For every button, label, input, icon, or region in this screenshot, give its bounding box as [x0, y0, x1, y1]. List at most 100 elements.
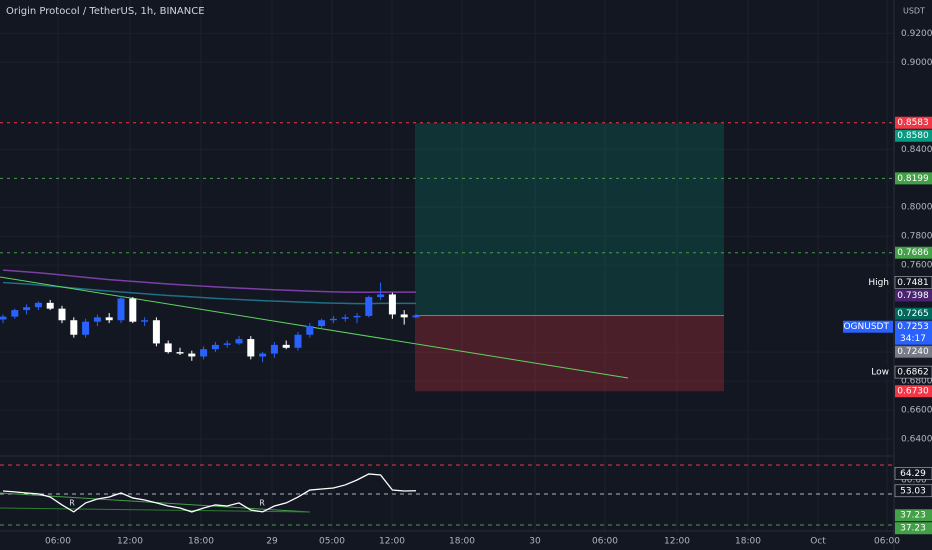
tag-name: Low	[871, 368, 889, 378]
x-tick-label: 06:00	[874, 537, 900, 547]
candle-body	[129, 298, 137, 322]
price-tag	[894, 276, 932, 289]
candle-body	[400, 314, 408, 318]
candle-body	[70, 320, 78, 335]
rsi-tick-label: 60.00	[901, 475, 927, 485]
candle-body	[0, 316, 7, 320]
price-tag-label: 64.29	[900, 469, 926, 479]
candle-body	[152, 320, 160, 344]
candle-body	[318, 320, 326, 327]
divergence-label: R	[259, 499, 265, 508]
candle-body	[11, 310, 19, 317]
price-tag-label: 0.8583	[897, 118, 929, 128]
price-tag-label: 0.7686	[897, 248, 929, 258]
x-tick-label: 05:00	[319, 537, 345, 547]
candle-body	[223, 343, 231, 345]
divergence-label: R	[69, 499, 75, 508]
price-tag	[895, 522, 932, 535]
price-tag-label: 0.7253	[897, 322, 929, 332]
x-tick-label: 18:00	[449, 537, 475, 547]
price-tag-label: 0.7265	[897, 309, 929, 319]
price-tag	[895, 345, 932, 358]
candle-body	[353, 315, 361, 318]
price-tag	[895, 385, 932, 398]
x-tick-label: 06:00	[592, 537, 618, 547]
currency-label: USDT	[903, 7, 925, 16]
candle-body	[141, 320, 149, 322]
moving-average	[2, 281, 416, 305]
candle-body	[412, 315, 420, 318]
x-tick-label: 29	[266, 537, 278, 547]
price-axis	[894, 0, 932, 550]
price-tag	[895, 289, 932, 302]
x-tick-label: 06:00	[45, 537, 71, 547]
candle-body	[188, 353, 196, 357]
trend-line	[0, 276, 629, 379]
candle-body	[294, 334, 302, 348]
price-tag-label: 0.8580	[897, 131, 929, 141]
candle-body	[46, 302, 54, 309]
x-tick-label: 30	[529, 537, 541, 547]
candle-body	[211, 344, 219, 350]
price-tag	[895, 116, 932, 129]
candle-body	[329, 318, 337, 321]
price-tag	[895, 172, 932, 185]
candle-body	[259, 353, 267, 357]
candle-body	[105, 317, 113, 321]
y-tick-label: 0.8000	[901, 203, 932, 213]
price-tag	[895, 320, 932, 345]
candle-body	[200, 349, 208, 357]
candle-body	[176, 352, 184, 354]
price-tag-label: 0.6730	[897, 387, 929, 397]
price-tag-label: 0.8199	[897, 174, 929, 184]
candle-body	[341, 317, 349, 319]
candle-body	[58, 308, 66, 321]
price-tag-label: 53.03	[900, 486, 926, 496]
price-tag	[895, 509, 932, 522]
candle-body	[377, 294, 385, 298]
profit-zone	[415, 123, 724, 316]
candle-body	[247, 339, 255, 357]
tag-name: High	[868, 278, 889, 288]
countdown: 34:17	[900, 334, 926, 344]
y-tick-label: 0.6600	[901, 406, 932, 416]
candle-body	[23, 307, 31, 311]
candle-body	[117, 298, 125, 321]
y-tick-label: 0.9000	[901, 58, 932, 68]
tag-name-box	[867, 366, 893, 379]
tag-name-box	[861, 276, 893, 289]
price-tag-label: 0.7481	[897, 278, 929, 288]
y-tick-label: 0.6400	[901, 435, 932, 445]
price-tag	[895, 307, 932, 320]
candle-body	[82, 321, 90, 335]
y-tick-label: 0.7600	[901, 261, 932, 271]
candle-body	[93, 317, 101, 322]
loss-zone	[415, 315, 724, 392]
rsi-line	[2, 473, 417, 513]
candle-body	[282, 344, 290, 348]
price-tag	[894, 467, 932, 480]
moving-average	[2, 269, 416, 294]
price-tag	[894, 365, 932, 379]
candle-body	[306, 326, 314, 335]
y-tick-label: 0.9200	[901, 29, 932, 39]
price-tag-label: 37.23	[900, 524, 926, 534]
x-tick-label: Oct	[810, 537, 826, 547]
y-tick-label: 0.7800	[901, 232, 932, 242]
chart-title: Origin Protocol / TetherUS, 1h, BINANCE	[6, 6, 205, 17]
x-tick-label: 12:00	[664, 537, 690, 547]
price-tag	[895, 129, 932, 142]
x-tick-label: 18:00	[188, 537, 214, 547]
price-tag	[894, 484, 932, 498]
tag-name-box	[843, 320, 893, 333]
tag-name: OGNUSDT	[843, 322, 889, 332]
price-tag-label: 0.7398	[897, 291, 929, 301]
x-tick-label: 12:00	[379, 537, 405, 547]
x-tick-label: 12:00	[117, 537, 143, 547]
price-tag-label: 37.23	[900, 511, 926, 521]
candle-body	[164, 343, 172, 353]
candle-body	[235, 339, 243, 344]
candle-body	[388, 294, 396, 315]
